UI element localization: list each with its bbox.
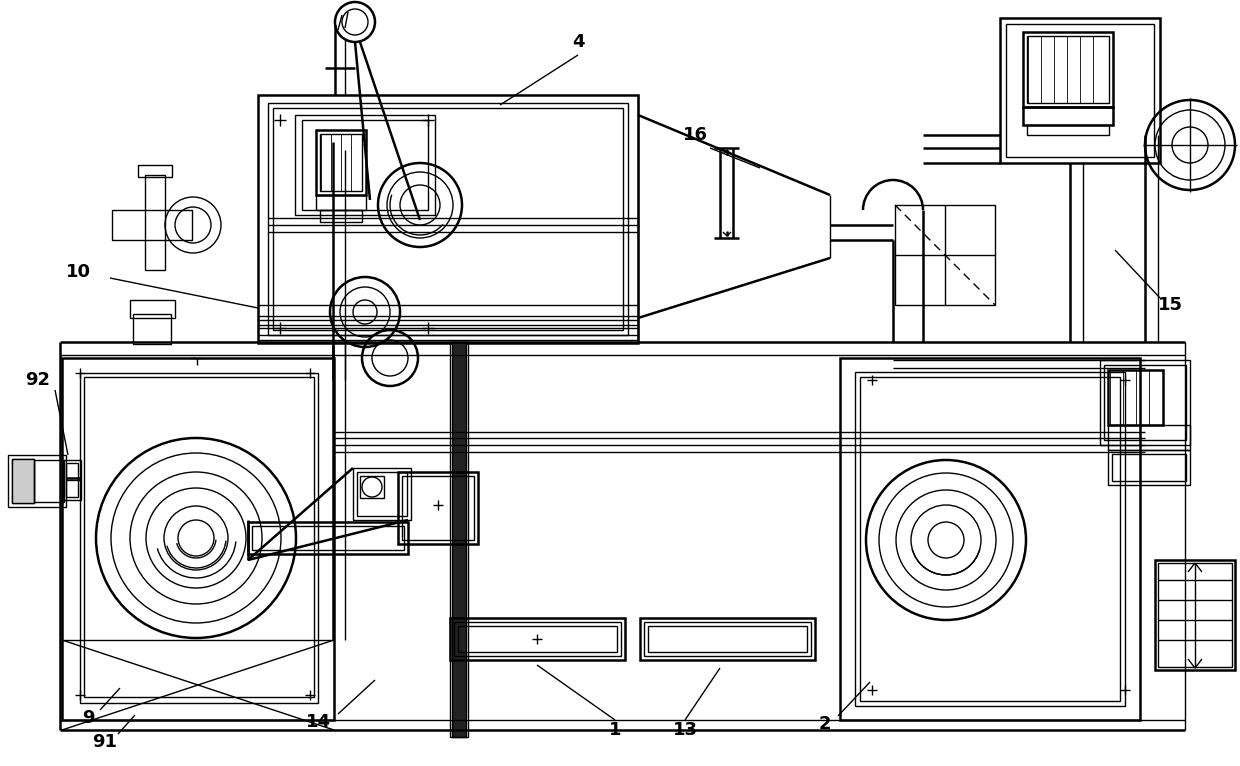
Bar xyxy=(999,18,1159,163)
Bar xyxy=(81,373,317,703)
Bar xyxy=(248,522,408,554)
Bar xyxy=(295,115,435,215)
Bar xyxy=(12,459,33,503)
Bar xyxy=(640,618,815,660)
Bar xyxy=(252,526,404,550)
Bar xyxy=(33,460,64,502)
Bar xyxy=(357,472,407,516)
Bar xyxy=(856,372,1125,706)
Bar xyxy=(450,342,467,737)
Bar xyxy=(1112,454,1185,481)
Bar xyxy=(1023,107,1114,125)
Bar xyxy=(303,120,428,210)
Bar xyxy=(320,210,362,222)
Bar xyxy=(839,358,1140,720)
Bar xyxy=(1109,450,1190,485)
Bar xyxy=(1109,425,1190,450)
Text: 16: 16 xyxy=(682,126,708,144)
Text: 9: 9 xyxy=(82,709,94,727)
Text: 92: 92 xyxy=(26,371,51,389)
Bar xyxy=(861,377,1120,701)
Text: 15: 15 xyxy=(1157,296,1183,314)
Bar xyxy=(895,205,994,305)
Bar xyxy=(1154,560,1235,670)
Bar xyxy=(1023,32,1114,107)
Bar xyxy=(450,618,625,660)
Bar xyxy=(1006,24,1154,157)
Bar xyxy=(145,175,165,270)
Bar xyxy=(130,300,175,318)
Bar xyxy=(1109,370,1163,425)
Text: 2: 2 xyxy=(818,715,831,733)
Bar xyxy=(649,626,807,652)
Text: 1: 1 xyxy=(609,721,621,739)
Bar xyxy=(63,460,81,500)
Bar xyxy=(7,455,66,507)
Bar xyxy=(320,134,362,191)
Bar xyxy=(398,472,477,544)
Bar xyxy=(258,95,639,343)
Bar xyxy=(1027,36,1109,103)
Bar xyxy=(1104,365,1185,440)
Text: 4: 4 xyxy=(572,33,584,51)
Bar xyxy=(1158,563,1233,667)
Bar xyxy=(133,314,171,344)
Bar xyxy=(66,463,78,497)
Bar xyxy=(402,476,474,540)
Bar xyxy=(316,130,366,195)
Bar xyxy=(644,622,811,656)
Text: 13: 13 xyxy=(672,721,697,739)
Bar xyxy=(1100,360,1190,445)
Text: 14: 14 xyxy=(305,713,331,731)
Bar xyxy=(62,358,334,720)
Bar xyxy=(84,377,314,697)
Bar xyxy=(454,622,621,656)
Bar xyxy=(138,165,172,177)
Bar xyxy=(12,459,33,503)
Bar xyxy=(360,476,384,498)
Bar xyxy=(316,195,366,210)
Bar xyxy=(458,626,618,652)
Bar xyxy=(453,342,466,737)
Bar xyxy=(112,210,192,240)
Bar xyxy=(1027,125,1109,135)
Text: 10: 10 xyxy=(66,263,91,281)
Bar xyxy=(353,468,410,520)
Bar xyxy=(273,108,622,330)
Text: 91: 91 xyxy=(93,733,118,751)
Bar xyxy=(268,103,627,335)
